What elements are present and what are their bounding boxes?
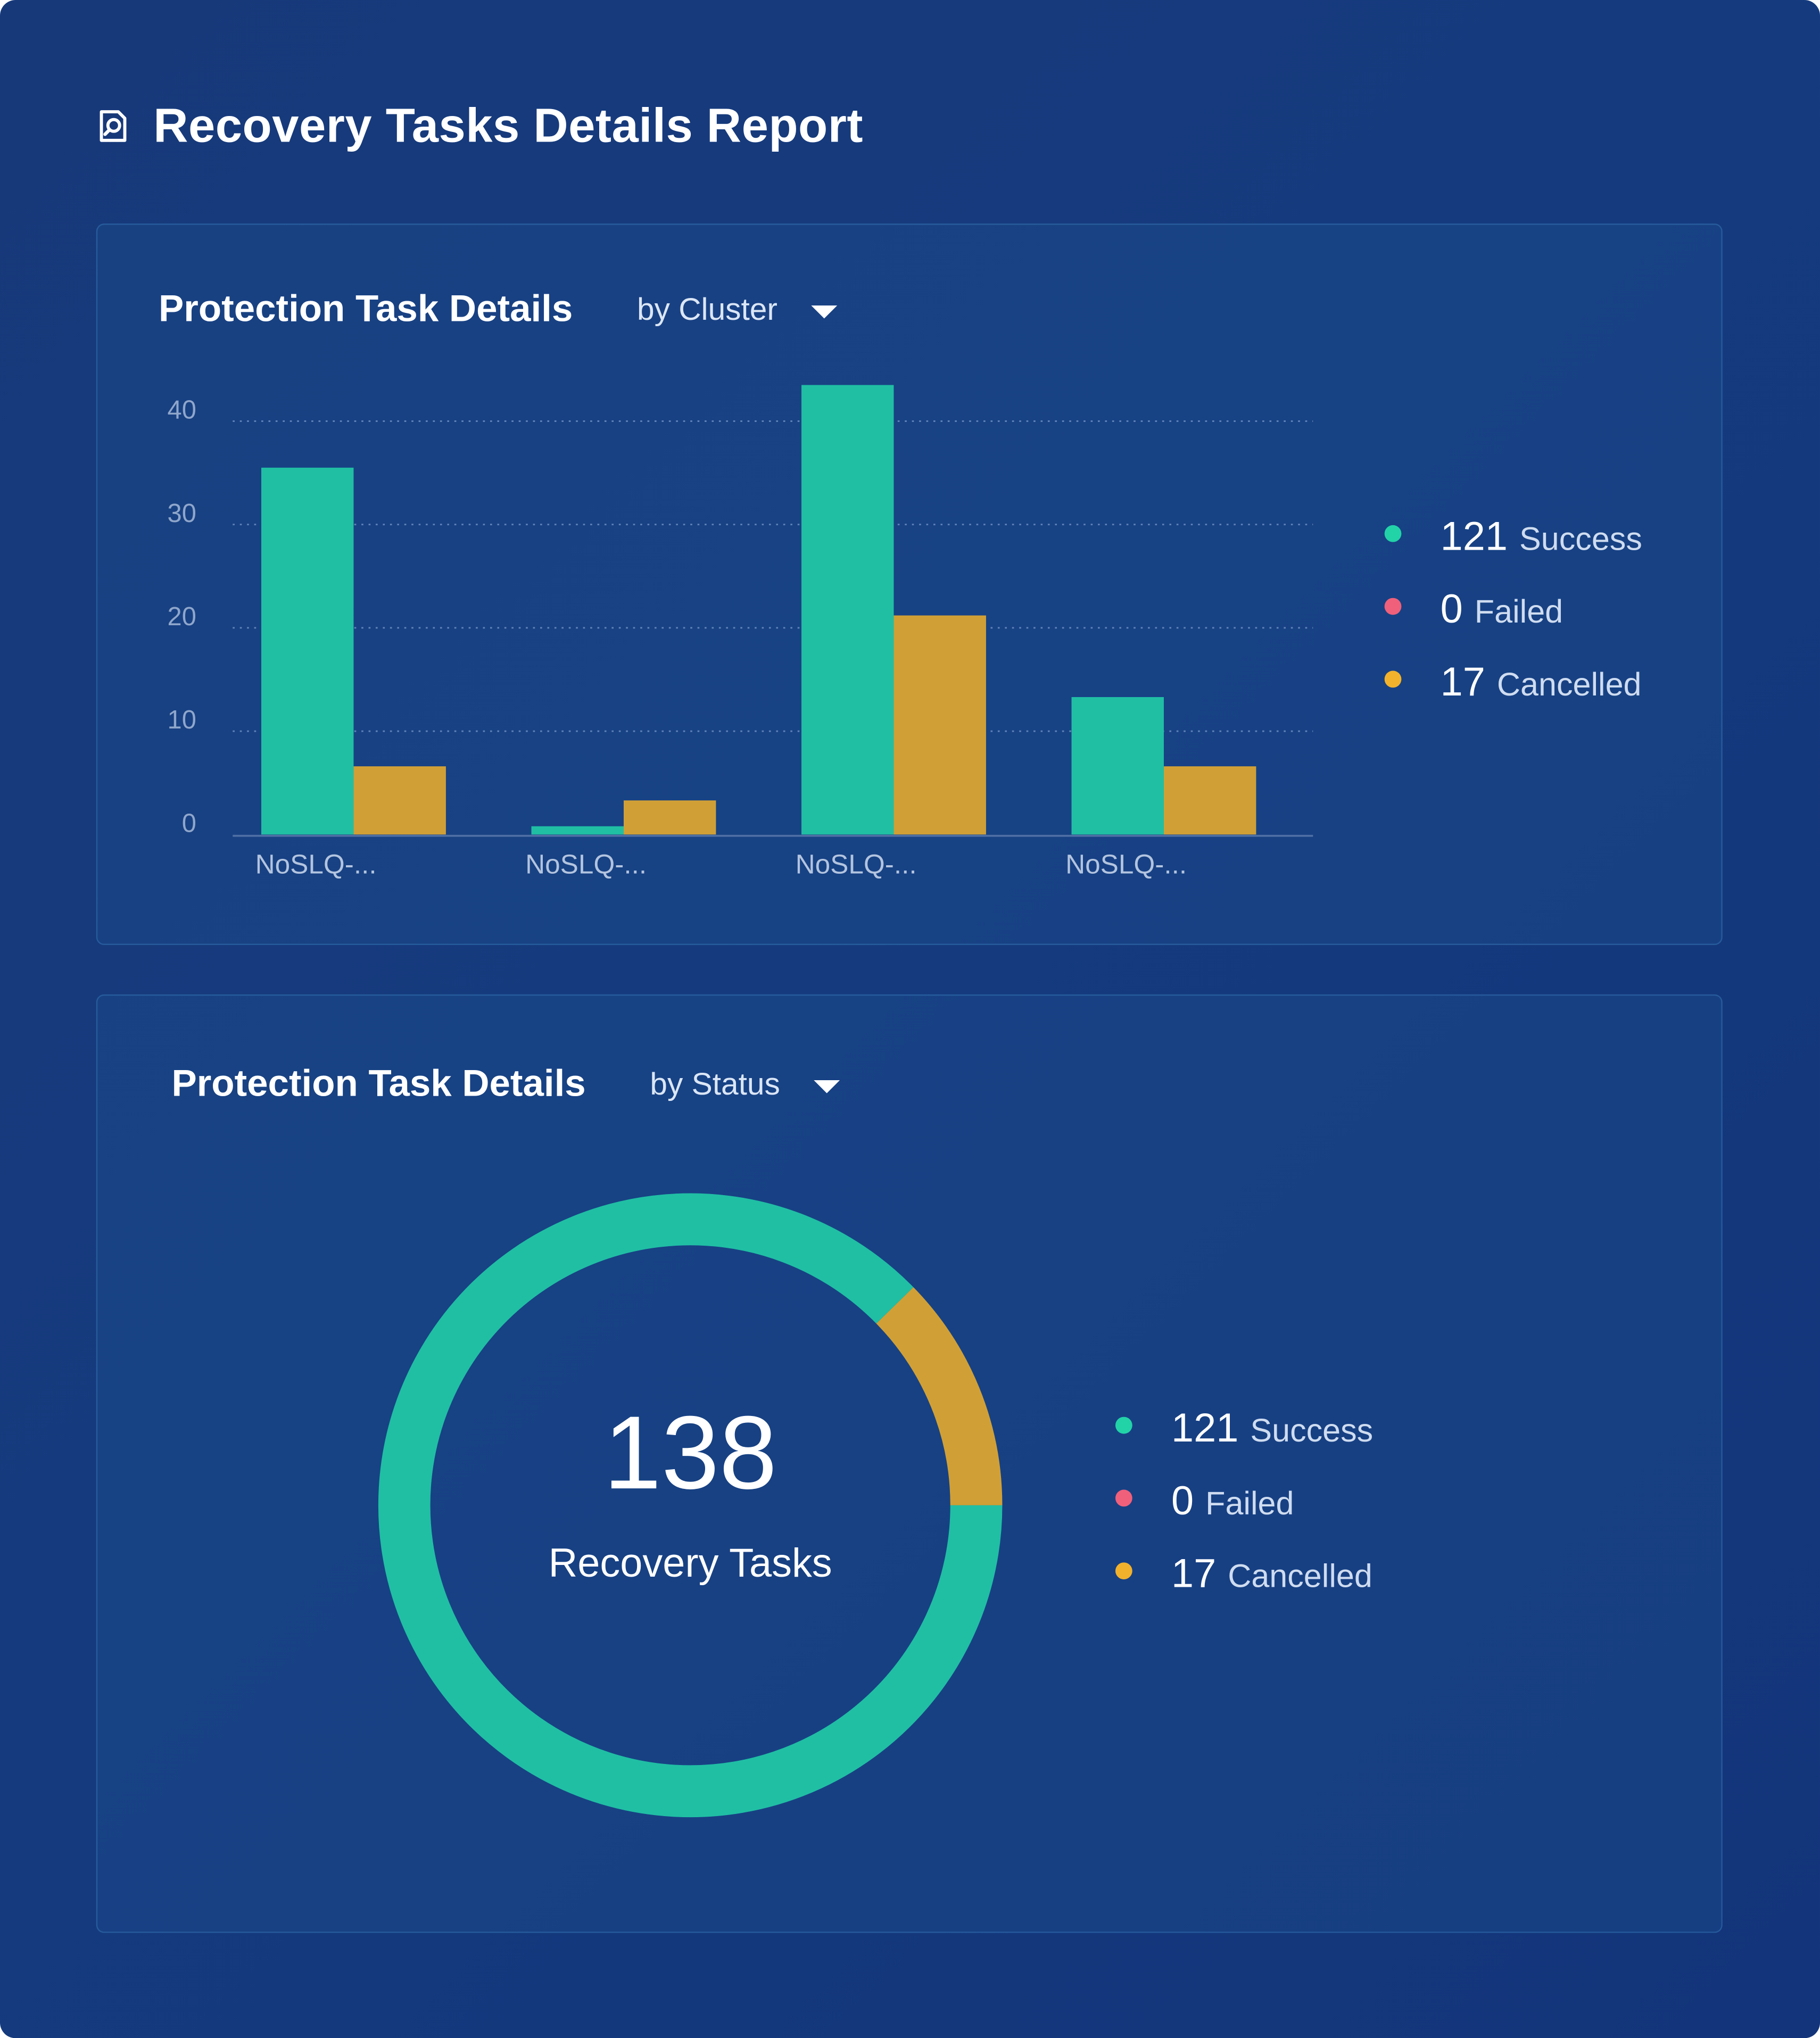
cluster-card-title: Protection Task Details [159, 288, 573, 330]
x-tick-label: NoSLQ-... [1065, 849, 1187, 880]
legend-count: 121 [1440, 513, 1508, 559]
legend-dot [1384, 670, 1402, 688]
report-header: Recovery Tasks Details Report [94, 99, 863, 154]
status-dropdown-label: by Status [650, 1067, 780, 1103]
y-tick-label: 20 [168, 602, 196, 631]
legend-count: 121 [1171, 1405, 1239, 1451]
bar-success[interactable] [261, 467, 354, 835]
status-card-title: Protection Task Details [171, 1063, 586, 1105]
y-tick-label: 0 [182, 809, 196, 838]
legend-count: 0 [1171, 1478, 1194, 1524]
legend-dot [1384, 598, 1402, 615]
donut-slice-cancelled[interactable] [876, 1287, 1003, 1506]
page-title: Recovery Tasks Details Report [153, 98, 863, 152]
legend-dot [1115, 1416, 1132, 1434]
x-tick-label: NoSLQ-... [255, 849, 377, 880]
legend-label: Failed [1474, 594, 1563, 631]
y-tick-label: 30 [168, 499, 196, 528]
legend-count: 17 [1440, 659, 1485, 705]
legend-dot [1115, 1562, 1132, 1580]
cluster-bar-chart: 0 10 20 30 40 NoSLQ-... NoSLQ-... NoSLQ-... NoSL… [168, 385, 1313, 880]
cluster-chart-card: Protection Task Details by Cluster 0 10 20… [96, 223, 1723, 945]
legend-label: Cancelled [1496, 667, 1642, 703]
bar-cancelled[interactable] [1163, 766, 1256, 835]
donut-slice-success[interactable] [378, 1193, 1003, 1818]
cluster-dropdown-label: by Cluster [637, 292, 777, 328]
bar-cancelled[interactable] [894, 615, 986, 835]
legend-count: 17 [1171, 1551, 1217, 1596]
legend-dot [1115, 1489, 1132, 1507]
bar-success[interactable] [801, 385, 894, 835]
legend-label: Success [1519, 521, 1642, 558]
bar-success[interactable] [531, 826, 624, 835]
bar-cancelled[interactable] [353, 766, 446, 835]
legend-label: Success [1250, 1413, 1374, 1449]
donut-total-caption: Recovery Tasks [548, 1540, 832, 1586]
legend-item-success[interactable]: 121 Success [1384, 513, 1642, 560]
legend-label: Failed [1205, 1486, 1294, 1522]
legend-item-success[interactable]: 121 Success [1115, 1405, 1373, 1452]
legend-dot [1384, 525, 1402, 542]
x-tick-label: NoSLQ-... [796, 849, 917, 880]
legend-item-failed[interactable]: 0 Failed [1384, 586, 1563, 633]
report-search-icon [100, 110, 127, 142]
legend-label: Cancelled [1228, 1558, 1372, 1595]
legend-item-failed[interactable]: 0 Failed [1115, 1478, 1294, 1525]
legend-item-cancelled[interactable]: 17 Cancelled [1115, 1551, 1372, 1597]
donut-total-value: 138 [603, 1395, 777, 1511]
legend-count: 0 [1440, 586, 1463, 632]
y-tick-label: 40 [168, 396, 196, 425]
status-chart-card: Protection Task Details by Status 121 Suc… [96, 994, 1723, 1933]
caret-down-icon [811, 305, 838, 319]
legend-item-cancelled[interactable]: 17 Cancelled [1384, 659, 1642, 706]
bar-cancelled[interactable] [623, 800, 716, 835]
caret-down-icon [814, 1080, 840, 1093]
bar-success[interactable] [1071, 697, 1164, 835]
cluster-grouping-dropdown[interactable]: by Cluster [637, 292, 838, 329]
status-grouping-dropdown[interactable]: by Status [650, 1067, 840, 1104]
x-tick-label: NoSLQ-... [525, 849, 647, 880]
y-tick-label: 10 [168, 706, 196, 734]
